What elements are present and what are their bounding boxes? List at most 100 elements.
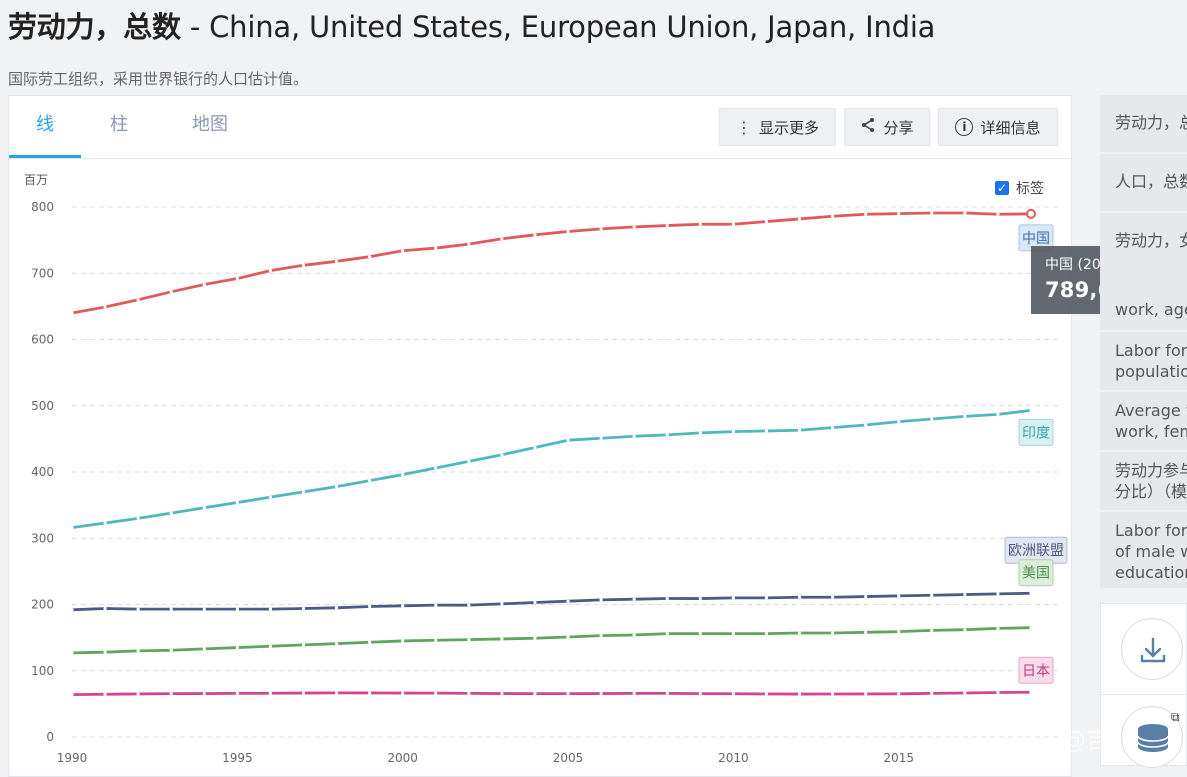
data-point	[235, 500, 239, 505]
data-point	[665, 596, 669, 601]
data-point-highlighted	[1026, 208, 1036, 219]
related-indicator-label-2: 分比）（模	[1115, 482, 1187, 501]
data-point	[268, 495, 273, 499]
related-indicator-label-3: education	[1115, 563, 1187, 582]
data-point	[434, 246, 438, 250]
data-point	[169, 511, 173, 515]
data-point	[202, 607, 206, 611]
x-tick-label: 2000	[387, 751, 418, 765]
data-point	[368, 691, 372, 695]
chart-card: 线 柱 地图 ⋮ 显示更多 分享 i 详细信息 ✓ 标签 百万 0 100 200 30…	[8, 95, 1072, 777]
data-point	[566, 229, 570, 234]
data-point	[401, 639, 405, 643]
labels-toggle-label: 标签	[1016, 181, 1044, 197]
data-point	[103, 650, 107, 654]
data-point	[467, 242, 471, 246]
labels-checkbox[interactable]: ✓	[995, 181, 1009, 195]
more-vertical-icon: ⋮	[735, 117, 752, 137]
data-point	[996, 592, 1000, 596]
data-point	[698, 692, 702, 696]
data-point	[864, 630, 868, 634]
related-indicator-2[interactable]: 人口，总数	[1100, 154, 1187, 211]
data-point	[401, 691, 405, 695]
data-point	[235, 691, 239, 696]
data-point	[731, 222, 735, 226]
data-point	[566, 692, 570, 696]
y-tick-label: 400	[31, 465, 54, 479]
related-indicator-label: 劳动力参与率（占	[1115, 461, 1187, 480]
data-point	[103, 521, 107, 525]
data-point	[103, 305, 107, 309]
data-point	[70, 526, 74, 530]
data-point	[268, 691, 273, 695]
related-indicator-5[interactable]: Average working work, female	[1100, 392, 1187, 450]
series-end-label: 中国	[1022, 231, 1050, 247]
data-point	[797, 217, 802, 221]
data-point	[930, 691, 934, 696]
page-title-zh: 劳动力，总数	[8, 10, 181, 44]
data-point	[731, 692, 735, 696]
data-point	[830, 631, 835, 635]
data-point	[599, 634, 603, 638]
data-point	[864, 594, 868, 599]
data-point	[830, 214, 835, 218]
data-point	[731, 429, 735, 434]
line-chart: 百万 0 100 200 300 400 500 600 700 800 1990 1995 2000 2…	[24, 173, 1068, 765]
related-indicator-4[interactable]: Labor force population	[1100, 332, 1187, 390]
data-point	[202, 691, 206, 696]
info-icon: i	[955, 118, 974, 136]
related-indicator-6[interactable]: 劳动力参与率（占分比）（模	[1100, 452, 1187, 510]
data-point	[533, 445, 537, 450]
external-link-icon: ⧉	[1171, 710, 1180, 724]
data-point	[533, 636, 537, 640]
data-point	[830, 692, 835, 696]
data-point	[897, 692, 901, 696]
data-point	[1029, 690, 1033, 694]
data-point	[599, 691, 603, 696]
data-point	[830, 426, 835, 430]
related-indicator-7[interactable]: Labor force of male with education	[1100, 512, 1187, 588]
data-point	[368, 255, 372, 259]
tab-map[interactable]: 地图	[192, 114, 228, 135]
data-point	[202, 282, 206, 287]
download-panel: ⧉	[1100, 603, 1187, 768]
data-point	[797, 595, 802, 599]
data-point	[202, 647, 206, 651]
data-point	[334, 691, 339, 695]
show-more-button[interactable]: ⋮ 显示更多	[719, 108, 836, 146]
share-label: 分享	[883, 118, 914, 137]
related-indicator-3[interactable]: 劳动力，女性 work, age	[1100, 213, 1187, 330]
download-button[interactable]	[1121, 618, 1183, 680]
data-point	[434, 691, 438, 695]
data-point	[764, 692, 769, 696]
series-end-label: 日本	[1022, 663, 1050, 679]
share-button[interactable]: 分享	[844, 108, 930, 146]
x-tick-label: 2010	[718, 751, 749, 765]
details-button[interactable]: i 详细信息	[938, 108, 1058, 146]
related-indicator-label: Labor force	[1115, 521, 1187, 540]
data-point	[434, 603, 438, 607]
tab-line[interactable]: 线	[9, 96, 81, 158]
data-point	[963, 628, 967, 632]
tab-bar[interactable]: 柱	[110, 114, 128, 135]
labels-toggle[interactable]: ✓ 标签	[995, 178, 1044, 198]
data-point	[632, 691, 636, 696]
data-point	[500, 453, 504, 457]
data-point	[963, 691, 967, 695]
data-point	[202, 506, 206, 510]
related-indicator-label: 劳动力，女性	[1115, 231, 1187, 250]
data-point	[599, 227, 603, 231]
related-indicator-1[interactable]: 劳动力，总数	[1100, 95, 1187, 152]
series-end-label: 欧洲联盟	[1008, 543, 1064, 559]
data-point	[467, 691, 471, 695]
data-point	[797, 631, 802, 635]
data-point	[301, 643, 306, 647]
details-label: 详细信息	[980, 118, 1041, 137]
series-line	[71, 626, 1032, 655]
y-tick-label: 600	[31, 333, 54, 347]
data-point	[1029, 591, 1033, 595]
data-point	[632, 633, 636, 637]
data-point	[467, 603, 471, 607]
y-tick-label: 700	[31, 266, 54, 280]
data-point	[731, 632, 735, 636]
